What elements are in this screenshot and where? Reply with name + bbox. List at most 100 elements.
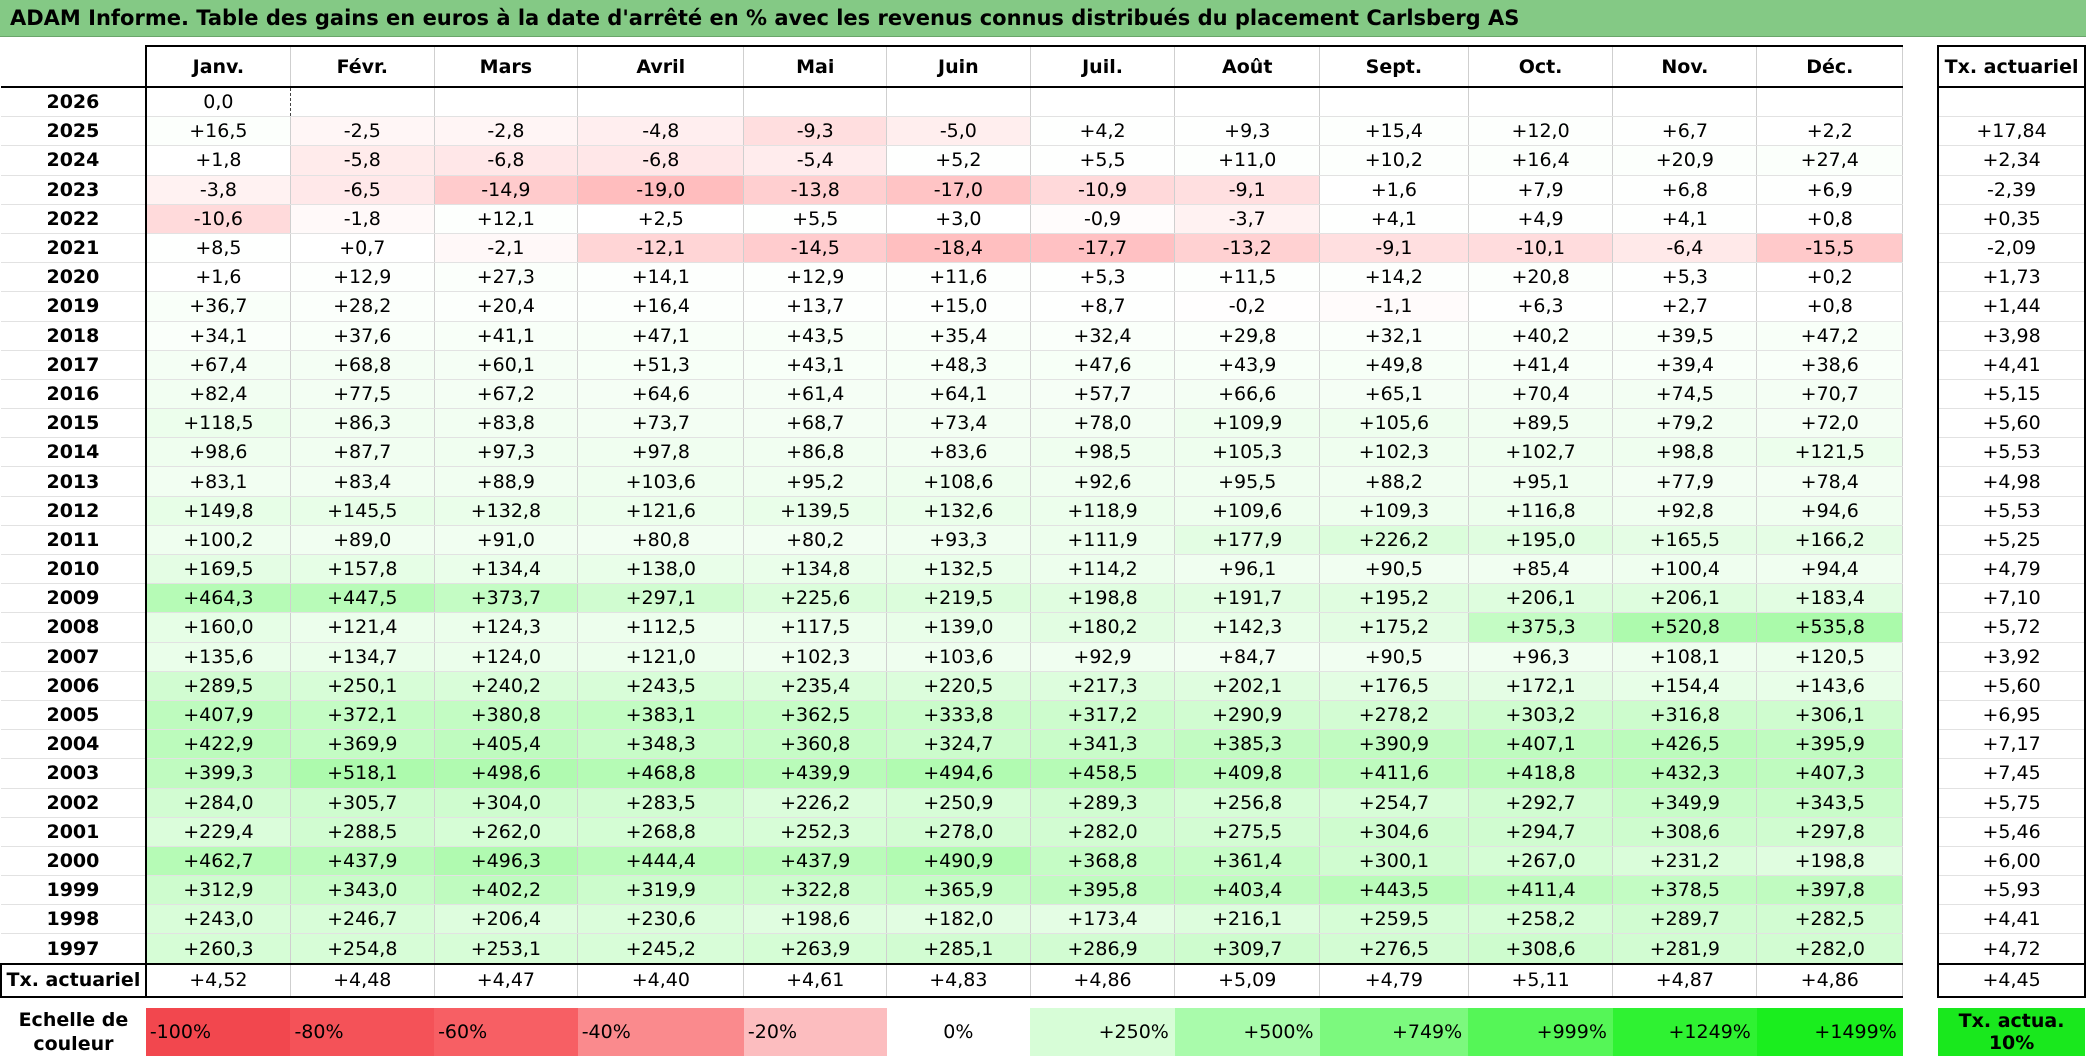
- gain-cell: +109,3: [1319, 496, 1469, 526]
- month-header: Mai: [743, 45, 888, 88]
- color-scale-swatch: +1249%: [1612, 1007, 1757, 1056]
- average-cell: +4,48: [290, 962, 435, 998]
- gain-cell: +252,3: [743, 817, 888, 847]
- table-row: 2015 +118,5 +86,3 +83,8 +73,7 +68,7 +73,4 +78,0…: [1, 408, 2086, 439]
- month-header: Janv.: [145, 45, 291, 88]
- gain-cell: +250,1: [290, 671, 435, 701]
- gain-cell: +349,9: [1612, 788, 1758, 818]
- gain-cell: +256,8: [1174, 788, 1321, 818]
- average-cell: +4,47: [434, 962, 579, 998]
- average-cell: +4,40: [577, 962, 745, 998]
- gain-cell: +27,3: [434, 262, 579, 293]
- gain-cell: +60,1: [434, 350, 579, 380]
- gain-cell: +116,8: [1468, 496, 1614, 526]
- actuarial-rate: +4,72: [1937, 933, 2086, 965]
- column-gap: [1902, 846, 1939, 876]
- gain-cell: +2,5: [577, 204, 745, 234]
- gain-cell: +67,4: [145, 350, 291, 380]
- gain-cell: +4,1: [1319, 204, 1469, 234]
- gain-cell: +103,6: [577, 466, 745, 497]
- gain-cell: +39,5: [1612, 321, 1758, 351]
- gain-cell: +1,6: [145, 262, 291, 293]
- table-row: 2026 0,0: [1, 87, 2086, 118]
- gain-cell: +38,6: [1756, 350, 1904, 380]
- gain-cell: +362,5: [743, 700, 888, 731]
- gain-cell: +27,4: [1756, 145, 1904, 176]
- gain-cell: +4,2: [1030, 116, 1176, 147]
- year-label: 2018: [1, 321, 147, 351]
- gain-cell: +303,2: [1468, 700, 1614, 731]
- gain-cell: +12,0: [1468, 116, 1614, 147]
- table-row: 2018 +34,1 +37,6 +41,1 +47,1 +43,5 +35,4 +32,4 +…: [1, 321, 2086, 351]
- table-row: 2016 +82,4 +77,5 +67,2 +64,6 +61,4 +64,1 +57,7 +…: [1, 379, 2086, 410]
- average-rate: +4,45: [1937, 962, 2086, 998]
- gain-cell: +343,5: [1756, 788, 1904, 818]
- gain-cell: +95,1: [1468, 466, 1614, 497]
- gain-cell: +399,3: [145, 758, 291, 789]
- gain-cell: 0,0: [145, 87, 291, 118]
- gain-cell: +202,1: [1174, 671, 1321, 701]
- year-label: 2025: [1, 116, 147, 147]
- column-gap: [1902, 116, 1939, 146]
- gain-cell: +395,8: [1030, 875, 1176, 906]
- gain-cell: +217,3: [1030, 671, 1176, 701]
- column-gap: [1902, 233, 1939, 263]
- gain-cell: +124,3: [434, 612, 579, 643]
- gain-cell: +6,8: [1612, 175, 1758, 205]
- gain-cell: +308,6: [1612, 817, 1758, 847]
- gain-cell: +29,8: [1174, 321, 1321, 351]
- gain-cell: +369,9: [290, 729, 435, 760]
- actuarial-rate: +5,75: [1937, 788, 2086, 818]
- table-row: 2013 +83,1 +83,4 +88,9 +103,6 +95,2 +108,6 +92,…: [1, 466, 2086, 497]
- gain-cell: +333,8: [886, 700, 1031, 731]
- gain-cell: +100,2: [145, 525, 291, 556]
- actuarial-rate: +5,53: [1937, 496, 2086, 526]
- gain-cell: +102,3: [1319, 437, 1469, 468]
- gain-cell: +47,1: [577, 321, 745, 351]
- color-scale-swatch: +999%: [1468, 1007, 1613, 1056]
- gain-cell: +11,5: [1174, 262, 1321, 293]
- gain-cell: +135,6: [145, 642, 291, 672]
- gain-cell: +11,0: [1174, 145, 1321, 176]
- year-label: 2002: [1, 788, 147, 818]
- gain-cell: +13,7: [743, 291, 888, 322]
- average-cell: +5,09: [1174, 962, 1321, 998]
- spacer-cell: [743, 996, 887, 1008]
- gain-cell: -2,5: [290, 116, 435, 147]
- table-row: 1998 +243,0 +246,7 +206,4 +230,6 +198,6 +182,0…: [1, 904, 2086, 935]
- gain-cell: +121,4: [290, 612, 435, 643]
- gain-cell: +286,9: [1030, 933, 1176, 965]
- actuarial-rate: +5,25: [1937, 525, 2086, 556]
- gain-cell: +380,8: [434, 700, 579, 731]
- gain-cell: +383,1: [577, 700, 745, 731]
- year-label: 2005: [1, 700, 147, 731]
- gain-cell: +47,2: [1756, 321, 1904, 351]
- column-gap: [1902, 466, 1939, 497]
- gain-cell: +254,7: [1319, 788, 1469, 818]
- gain-cell: +43,9: [1174, 350, 1321, 380]
- gain-cell: -18,4: [886, 233, 1031, 264]
- column-gap: [1902, 408, 1939, 438]
- actuarial-rate: +5,46: [1937, 817, 2086, 847]
- gain-cell: +294,7: [1468, 817, 1614, 847]
- year-label: 1999: [1, 875, 147, 906]
- actuarial-rate: +7,45: [1937, 758, 2086, 789]
- gain-cell: +206,1: [1468, 583, 1614, 614]
- gain-cell: +220,5: [886, 671, 1031, 701]
- gain-cell: +402,2: [434, 875, 579, 906]
- gain-cell: +5,3: [1612, 262, 1758, 293]
- gain-cell: [577, 87, 745, 118]
- gain-cell: +65,1: [1319, 379, 1469, 410]
- gain-cell: +92,6: [1030, 466, 1176, 497]
- table-row: 2010 +169,5 +157,8 +134,4 +138,0 +134,8 +132,5…: [1, 554, 2086, 585]
- gain-cell: +385,3: [1174, 729, 1321, 760]
- gain-cell: +254,8: [290, 933, 435, 965]
- gain-cell: +407,3: [1756, 758, 1904, 789]
- gain-cell: +142,3: [1174, 612, 1321, 643]
- gain-cell: +20,9: [1612, 145, 1758, 176]
- color-scale-swatch: -40%: [577, 1007, 744, 1056]
- gain-cell: +83,4: [290, 466, 435, 497]
- gain-cell: [886, 87, 1031, 118]
- gain-cell: +180,2: [1030, 612, 1176, 643]
- gain-cell: +86,3: [290, 408, 435, 439]
